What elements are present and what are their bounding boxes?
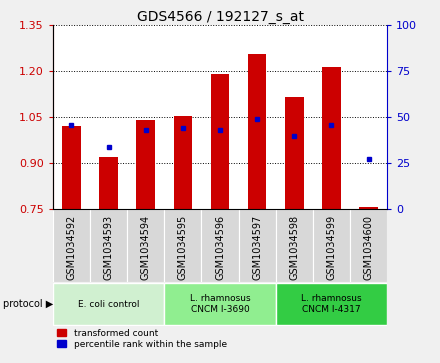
Text: GSM1034593: GSM1034593	[103, 215, 114, 280]
Bar	[313, 209, 350, 282]
Bar	[248, 54, 267, 209]
Bar	[285, 97, 304, 209]
Bar	[322, 67, 341, 209]
Legend: transformed count, percentile rank within the sample: transformed count, percentile rank withi…	[57, 329, 227, 348]
Bar	[202, 209, 238, 282]
Bar	[53, 283, 164, 325]
Bar	[164, 283, 276, 325]
Bar	[350, 209, 387, 282]
Text: GSM1034597: GSM1034597	[252, 215, 262, 280]
Text: GSM1034599: GSM1034599	[326, 215, 337, 280]
Bar	[238, 209, 276, 282]
Bar	[359, 207, 378, 209]
Text: L. rhamnosus
CNCM I-3690: L. rhamnosus CNCM I-3690	[190, 294, 250, 314]
Bar	[90, 209, 127, 282]
Text: GSM1034598: GSM1034598	[290, 215, 299, 280]
Text: E. coli control: E. coli control	[78, 299, 139, 309]
Text: GSM1034592: GSM1034592	[66, 215, 77, 280]
Bar	[276, 283, 387, 325]
Bar	[136, 120, 155, 209]
Text: L. rhamnosus
CNCM I-4317: L. rhamnosus CNCM I-4317	[301, 294, 362, 314]
Bar	[276, 209, 313, 282]
Bar	[53, 209, 90, 282]
Title: GDS4566 / 192127_s_at: GDS4566 / 192127_s_at	[136, 11, 304, 24]
Bar	[173, 116, 192, 209]
Text: GSM1034600: GSM1034600	[363, 215, 374, 280]
Bar	[164, 209, 202, 282]
Text: protocol ▶: protocol ▶	[3, 299, 53, 309]
Bar	[127, 209, 164, 282]
Bar	[211, 74, 229, 209]
Text: GSM1034594: GSM1034594	[141, 215, 150, 280]
Text: GSM1034595: GSM1034595	[178, 215, 188, 280]
Bar	[62, 126, 81, 209]
Bar	[99, 157, 118, 209]
Text: GSM1034596: GSM1034596	[215, 215, 225, 280]
